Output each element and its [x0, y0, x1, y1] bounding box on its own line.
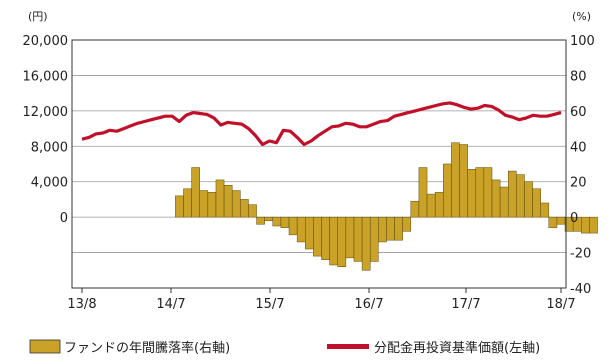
bar: [369, 216, 379, 262]
bar: [337, 216, 347, 267]
bar: [499, 186, 509, 218]
right-axis-unit: (%): [572, 10, 591, 23]
bar: [240, 199, 249, 218]
left-tick-label: 12,000: [23, 105, 69, 120]
bar: [524, 181, 533, 218]
line-series: [81, 101, 562, 147]
bar: [589, 216, 598, 234]
bar: [313, 216, 322, 257]
right-tick-label: 0: [570, 211, 578, 226]
line-path: [81, 101, 562, 147]
bar: [305, 216, 314, 250]
bar: [248, 204, 257, 218]
plot-border: [71, 39, 567, 289]
plot-frame: [71, 39, 567, 289]
legend-line-label: 分配金再投資基準価額(左軸): [374, 340, 540, 356]
bar: [443, 163, 452, 218]
left-tick-label: 4,000: [31, 176, 68, 191]
right-tick-label: 60: [570, 105, 587, 120]
left-tick-label: 0: [60, 211, 68, 226]
right-tick-label: -40: [570, 282, 591, 297]
bar: [532, 188, 541, 218]
x-tick-label: 17/7: [451, 297, 480, 312]
right-tick-label: 40: [570, 140, 587, 155]
bar: [451, 142, 460, 218]
bar: [183, 188, 192, 218]
bar: [345, 216, 355, 259]
legend: ファンドの年間騰落率(右軸) 分配金再投資基準価額(左軸): [29, 339, 540, 356]
bar: [191, 167, 200, 218]
bar: [296, 216, 306, 243]
bar: [540, 202, 550, 218]
bar: [321, 216, 330, 260]
bar: [215, 179, 225, 218]
x-axis-ticks: 13/8 14/7 15/7 16/7 17/7 18/7: [67, 297, 575, 312]
legend-bar-swatch: [29, 339, 61, 354]
bar: [223, 185, 233, 218]
left-axis-ticks: 20,000 16,000 12,000 8,000 4,000 0: [23, 34, 69, 226]
left-tick-label: 16,000: [23, 69, 69, 84]
x-tick-label: 16/7: [354, 297, 383, 312]
x-tick-label: 13/8: [67, 297, 96, 312]
bar: [175, 195, 184, 218]
x-tick-label: 15/7: [255, 297, 284, 312]
left-tick-label: 20,000: [23, 34, 69, 49]
bar: [556, 216, 566, 225]
bar: [386, 216, 395, 241]
bar: [199, 190, 209, 218]
x-tick-label: 14/7: [156, 297, 185, 312]
bar: [231, 190, 241, 218]
bar: [507, 170, 517, 218]
bar: [459, 144, 468, 218]
x-tick-label: 18/7: [546, 297, 575, 312]
bar: [581, 216, 590, 234]
bar: [353, 216, 363, 262]
bar: [264, 216, 274, 221]
bar: [361, 216, 371, 271]
bar: [467, 169, 477, 218]
bar: [256, 216, 265, 225]
bar: [491, 179, 501, 218]
bar-series: [175, 142, 598, 271]
right-tick-label: 100: [570, 34, 595, 49]
bar: [329, 216, 338, 266]
bar: [418, 167, 428, 218]
bar: [548, 216, 558, 229]
bar: [272, 216, 282, 227]
bar: [434, 192, 444, 218]
legend-line-swatch: [327, 344, 369, 349]
bar: [394, 216, 403, 241]
bar: [410, 200, 420, 218]
right-tick-label: -20: [570, 247, 591, 262]
bar: [280, 216, 290, 229]
bar: [378, 216, 387, 243]
bar: [426, 193, 436, 218]
left-tick-label: 8,000: [31, 140, 68, 155]
right-tick-label: 80: [570, 69, 587, 84]
right-axis-ticks: 100 80 60 40 20 0 -20 -40: [570, 34, 595, 297]
bar: [475, 167, 485, 218]
bar: [288, 216, 298, 236]
legend-bar-label: ファンドの年間騰落率(右軸): [64, 340, 230, 356]
bar: [402, 216, 412, 232]
right-tick-label: 20: [570, 176, 587, 191]
bar: [516, 174, 525, 218]
bar: [483, 167, 493, 218]
left-axis-unit: (円): [28, 10, 48, 23]
bar: [207, 192, 217, 218]
